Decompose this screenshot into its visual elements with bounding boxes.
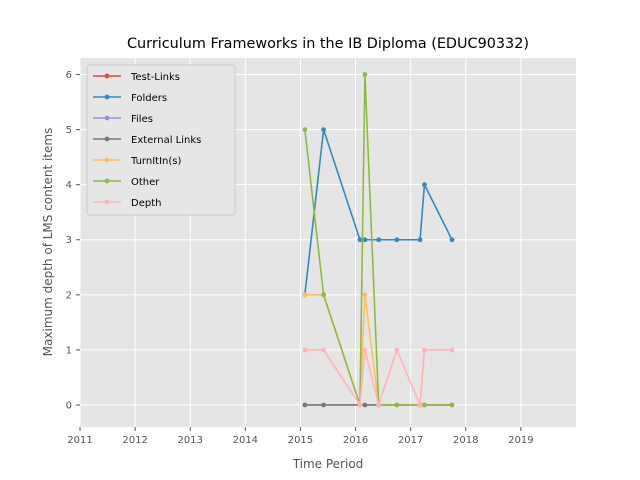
legend-marker xyxy=(104,136,110,142)
data-point xyxy=(394,237,400,243)
legend-marker xyxy=(104,178,110,184)
data-point xyxy=(357,237,363,243)
legend-label: Folders xyxy=(131,93,167,104)
x-tick-label: 2014 xyxy=(233,435,258,446)
data-point xyxy=(321,292,326,298)
y-tick-label: 3 xyxy=(66,235,72,246)
data-point xyxy=(302,127,308,132)
data-point xyxy=(422,347,427,353)
legend-label: External Links xyxy=(131,135,201,146)
legend-marker xyxy=(104,73,110,79)
data-point xyxy=(362,237,368,243)
series-folders xyxy=(302,127,455,298)
x-tick-label: 2018 xyxy=(453,435,478,446)
data-point xyxy=(321,347,326,353)
data-point xyxy=(321,127,326,132)
data-point xyxy=(417,402,423,408)
legend-entry: Folders xyxy=(93,93,167,104)
data-point xyxy=(302,347,308,353)
legend-entry: Files xyxy=(93,114,153,125)
data-point xyxy=(422,182,427,188)
data-point xyxy=(394,347,400,353)
data-point xyxy=(357,402,363,408)
legend-box xyxy=(86,64,236,216)
legend-entry: Other xyxy=(93,177,160,188)
legend-label: Depth xyxy=(131,198,161,209)
data-point xyxy=(417,237,423,243)
x-tick-label: 2015 xyxy=(288,435,313,446)
x-tick-label: 2011 xyxy=(67,435,92,446)
data-point xyxy=(302,402,308,408)
x-tick-label: 2013 xyxy=(177,435,202,446)
data-point xyxy=(321,402,326,408)
legend-marker xyxy=(104,199,110,205)
legend-entry: TurnItIn(s) xyxy=(93,156,181,167)
x-tick-label: 2016 xyxy=(343,435,368,446)
data-point xyxy=(362,402,368,408)
y-tick-label: 0 xyxy=(66,400,72,411)
data-point xyxy=(362,347,368,353)
legend: Test-Links Folders Files External Links Turn… xyxy=(86,64,236,216)
y-tick-label: 1 xyxy=(66,345,72,356)
data-point xyxy=(376,237,382,243)
y-axis-title: Maximum depth of LMS content items xyxy=(41,128,55,357)
x-tick-label: 2012 xyxy=(122,435,147,446)
y-tick-label: 4 xyxy=(66,180,72,191)
data-point xyxy=(302,292,308,298)
legend-label: Test-Links xyxy=(130,72,180,83)
data-point xyxy=(449,347,455,353)
y-tick-label: 2 xyxy=(66,290,72,301)
axis-ticks: 2011 2012 2013 2014 2015 2016 2017 2018 2019 0 1 2 3… xyxy=(66,70,534,446)
data-point xyxy=(449,402,455,408)
data-point xyxy=(376,402,382,408)
legend-entry: Depth xyxy=(93,198,161,209)
legend-marker xyxy=(104,94,110,100)
legend-marker xyxy=(104,157,110,163)
y-tick-label: 6 xyxy=(66,70,72,81)
x-axis-title: Time Period xyxy=(292,457,364,471)
data-point xyxy=(422,402,427,408)
data-point xyxy=(394,402,400,408)
legend-label: Other xyxy=(131,177,160,188)
series-lines xyxy=(302,72,455,408)
chart-title: Curriculum Frameworks in the IB Diploma … xyxy=(127,36,529,52)
legend-entry: External Links xyxy=(93,135,201,146)
legend-entry: Test-Links xyxy=(93,72,180,83)
data-point xyxy=(449,237,455,243)
x-tick-label: 2017 xyxy=(398,435,423,446)
y-tick-label: 5 xyxy=(66,125,72,136)
data-point xyxy=(362,292,368,298)
data-point xyxy=(362,72,368,77)
x-tick-label: 2019 xyxy=(508,435,533,446)
legend-marker xyxy=(104,115,110,121)
series-depth xyxy=(302,347,455,408)
legend-label: TurnItIn(s) xyxy=(130,156,181,167)
legend-label: Files xyxy=(131,114,153,125)
